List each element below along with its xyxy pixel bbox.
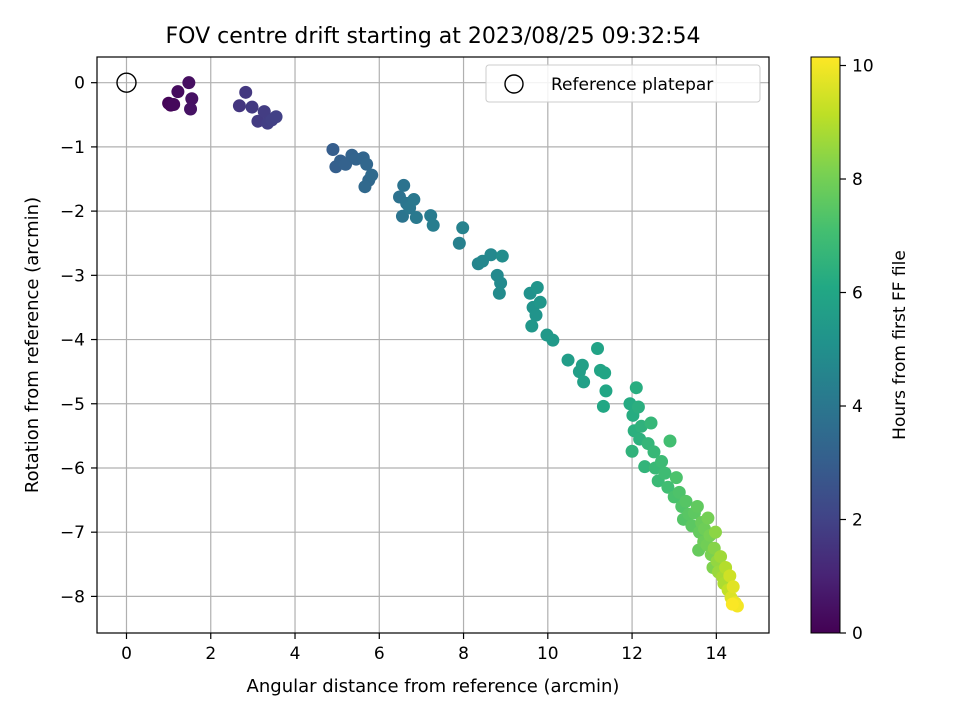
scatter-point (625, 444, 639, 458)
y-tick-label: −7 (60, 523, 85, 543)
scatter-point (638, 460, 652, 474)
scatter-point (245, 100, 259, 114)
scatter-point (644, 416, 658, 430)
legend: Reference platepar (485, 64, 761, 103)
scatter-point (723, 569, 737, 583)
scatter-point (257, 105, 271, 119)
scatter-point (599, 384, 613, 398)
legend-marker-reference (504, 74, 524, 94)
scatter-point (708, 525, 722, 539)
scatter-point (561, 353, 575, 367)
colorbar-label: Hours from first FF file (890, 250, 910, 440)
scatter-point (530, 281, 544, 295)
y-tick-label: −6 (60, 459, 85, 479)
x-tick-label: 12 (621, 644, 643, 664)
grid-lines (97, 57, 769, 633)
scatter-point (171, 85, 185, 99)
x-tick-label: 8 (458, 644, 469, 664)
y-tick-label: −2 (60, 202, 85, 222)
scatter-point (714, 550, 728, 564)
scatter-point (397, 178, 411, 192)
x-axis-ticks: 0 2 4 6 8 10 12 14 (121, 633, 727, 664)
y-axis-label: Rotation from reference (arcmin) (22, 197, 43, 493)
x-tick-label: 4 (290, 644, 301, 664)
scatter-point (484, 248, 498, 262)
scatter-point (575, 358, 589, 372)
scatter-point (725, 597, 739, 611)
y-axis-ticks: 0 −1 −2 −3 −4 −5 −6 −7 −8 (60, 74, 97, 607)
scatter-point (167, 98, 181, 112)
scatter-point (339, 157, 353, 171)
x-tick-label: 2 (205, 644, 216, 664)
y-tick-label: −8 (60, 587, 85, 607)
colorbar-tick-label: 8 (852, 170, 863, 190)
scatter-point (533, 295, 547, 309)
scatter-point (629, 381, 643, 395)
data-points (116, 72, 744, 613)
x-tick-label: 0 (121, 644, 132, 664)
scatter-point (529, 308, 543, 322)
y-tick-label: 0 (74, 74, 85, 94)
scatter-point (452, 236, 466, 250)
scatter-point (232, 99, 246, 113)
scatter-point (647, 445, 661, 459)
scatter-point (251, 114, 265, 128)
x-tick-label: 10 (537, 644, 559, 664)
chart-title: FOV centre drift starting at 2023/08/25 … (166, 24, 701, 49)
colorbar-tick-label: 10 (852, 57, 874, 77)
colorbar-tick-label: 6 (852, 284, 863, 304)
colorbar-tick-label: 0 (852, 624, 863, 644)
colorbar-tick-label: 4 (852, 397, 863, 417)
scatter-point (426, 218, 440, 232)
y-tick-label: −1 (60, 138, 85, 158)
scatter-point (360, 157, 374, 171)
colorbar-gradient (810, 56, 841, 634)
scatter-point (456, 221, 470, 235)
scatter-point (669, 471, 683, 485)
scatter-point (701, 511, 715, 525)
scatter-point (407, 193, 421, 207)
scatter-point (658, 466, 672, 480)
legend-box (485, 64, 761, 103)
scatter-point (184, 102, 198, 116)
scatter-point (726, 580, 740, 594)
scatter-point (655, 455, 669, 469)
reference-platepar-marker (116, 72, 137, 93)
colorbar-tick-label: 2 (852, 511, 863, 531)
x-tick-label: 6 (374, 644, 385, 664)
scatter-point (591, 342, 605, 356)
scatter-point (661, 480, 675, 494)
scatter-point (182, 76, 196, 90)
scatter-point (185, 92, 199, 106)
colorbar: 0 2 4 6 8 10 Hours from first FF file (810, 56, 910, 644)
scatter-point (577, 375, 591, 389)
scatter-point (269, 110, 283, 124)
y-tick-label: −3 (60, 266, 85, 286)
scatter-point (239, 85, 253, 99)
scatter-point (365, 168, 379, 182)
scatter-point (598, 366, 612, 380)
scatter-point (663, 434, 677, 448)
scatter-point (672, 485, 686, 499)
plot-frame (96, 56, 770, 634)
scatter-point (690, 499, 704, 513)
scatter-point (492, 286, 506, 300)
colorbar-ticks: 0 2 4 6 8 10 (840, 57, 874, 644)
scatter-point (494, 276, 508, 290)
scatter-point (596, 399, 610, 413)
legend-label-reference: Reference platepar (551, 75, 713, 95)
y-tick-label: −5 (60, 395, 85, 415)
x-tick-label: 14 (706, 644, 728, 664)
scatter-point (358, 180, 372, 194)
scatter-point (546, 333, 560, 347)
scatter-point (495, 249, 509, 263)
scatter-point (525, 319, 539, 333)
scatter-point (631, 400, 645, 414)
scatter-point (679, 494, 693, 508)
scatter-point (326, 142, 340, 156)
y-tick-label: −4 (60, 331, 85, 351)
x-axis-label: Angular distance from reference (arcmin) (247, 676, 620, 697)
scatter-point (409, 211, 423, 225)
